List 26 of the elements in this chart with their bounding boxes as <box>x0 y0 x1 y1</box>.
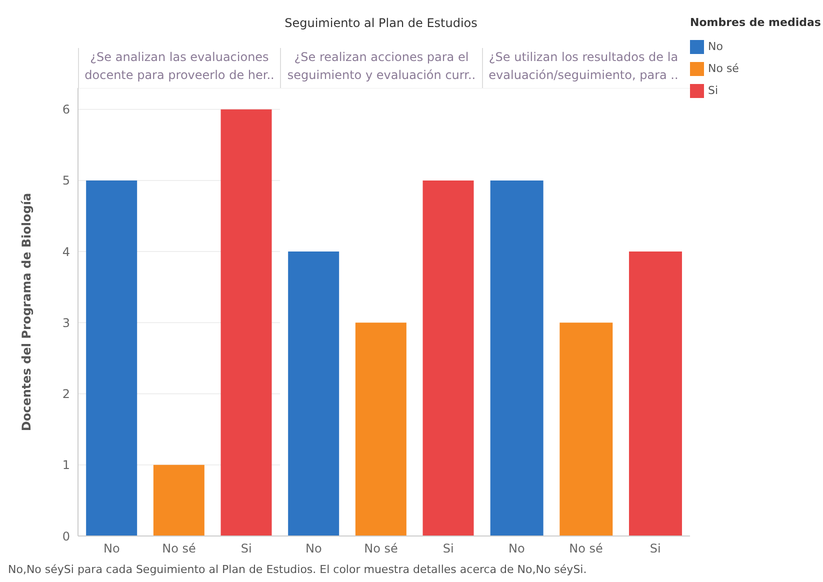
y-tick-label: 4 <box>62 244 70 259</box>
x-tick-label: No sé <box>162 542 196 556</box>
y-axis-title: Docentes del Programa de Biología <box>19 192 34 432</box>
x-tick-label: No sé <box>364 542 398 556</box>
x-tick-label: No <box>104 542 120 556</box>
y-tick-label: 2 <box>62 387 70 402</box>
legend-label: No sé <box>708 62 739 75</box>
x-tick-label: No sé <box>569 542 603 556</box>
legend-label: No <box>708 40 723 53</box>
x-tick-label: No <box>306 542 322 556</box>
chart-subtitle: ¿Se analizan las evaluaciones docente para proveerlo de her.. <box>78 48 280 88</box>
y-tick-label: 1 <box>62 458 70 472</box>
chart-subtitle: ¿Se utilizan los resultados de la evaluación/seguimiento, para .. <box>482 48 684 88</box>
text: No,No séySi para cada Seguimiento al Plan de Estudios. El color muestra detalles acerca de No,No séySi. <box>8 563 587 576</box>
x-tick-label: Si <box>650 542 661 556</box>
x-tick-label: Si <box>240 542 252 556</box>
legend-label: Si <box>708 84 718 97</box>
x-tick-label: Si <box>442 542 454 556</box>
y-tick-label: 3 <box>62 316 70 330</box>
x-tick-label: No <box>508 542 525 556</box>
y-tick-label: 5 <box>62 174 70 188</box>
legend-title: Nombres de medidas <box>690 16 821 29</box>
y-tick-label: 0 <box>62 529 70 544</box>
y-tick-label: 6 <box>62 102 70 117</box>
chart-title: Seguimiento al Plan de Estudios <box>284 16 478 30</box>
chart-subtitle: ¿Se realizan acciones para el seguimiento y evaluación curr.. <box>280 48 482 88</box>
